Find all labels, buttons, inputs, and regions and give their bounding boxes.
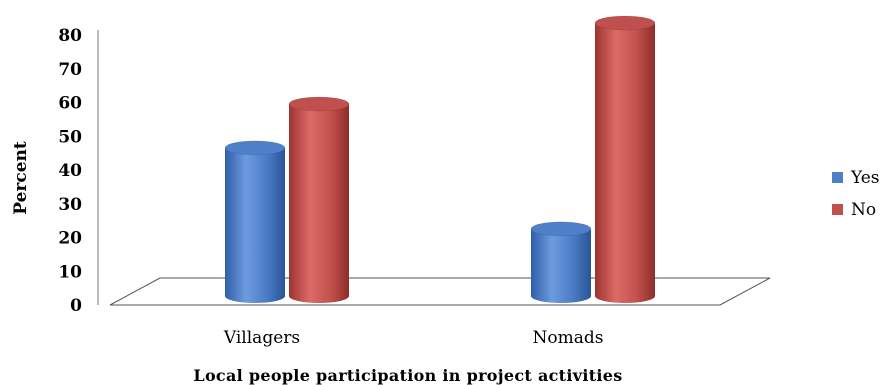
y-tick-label: 0	[70, 296, 82, 316]
floor-plane	[109, 277, 771, 306]
y-tick-label: 70	[58, 60, 82, 80]
legend-label: Yes	[850, 168, 880, 188]
bar-yes-villagers	[224, 140, 286, 303]
y-tick-label: 50	[58, 127, 82, 147]
bar-yes-nomads	[530, 221, 592, 303]
y-tick-label: 80	[58, 26, 82, 46]
category-label: Villagers	[223, 328, 300, 348]
y-tick-label: 20	[58, 229, 82, 249]
y-tick-label: 40	[58, 161, 82, 181]
bar-no-villagers	[288, 96, 350, 303]
bar-no-nomads	[594, 15, 656, 303]
y-tick-labels: 0 10 20 30 40 50 60 70 80	[58, 26, 82, 316]
y-tick-label: 30	[58, 195, 82, 215]
y-tick-label: 10	[58, 262, 82, 282]
y-tick-label: 60	[58, 94, 82, 114]
legend: Yes No	[832, 168, 880, 220]
legend-label: No	[851, 200, 876, 220]
legend-swatch	[832, 172, 843, 183]
axes	[97, 30, 771, 306]
legend-swatch	[832, 204, 843, 215]
category-labels: Villagers Nomads	[223, 328, 604, 348]
bars	[224, 15, 656, 303]
category-label: Nomads	[533, 328, 604, 348]
x-axis-title: Local people participation in project ac…	[193, 366, 622, 385]
y-axis-title: Percent	[11, 141, 31, 215]
